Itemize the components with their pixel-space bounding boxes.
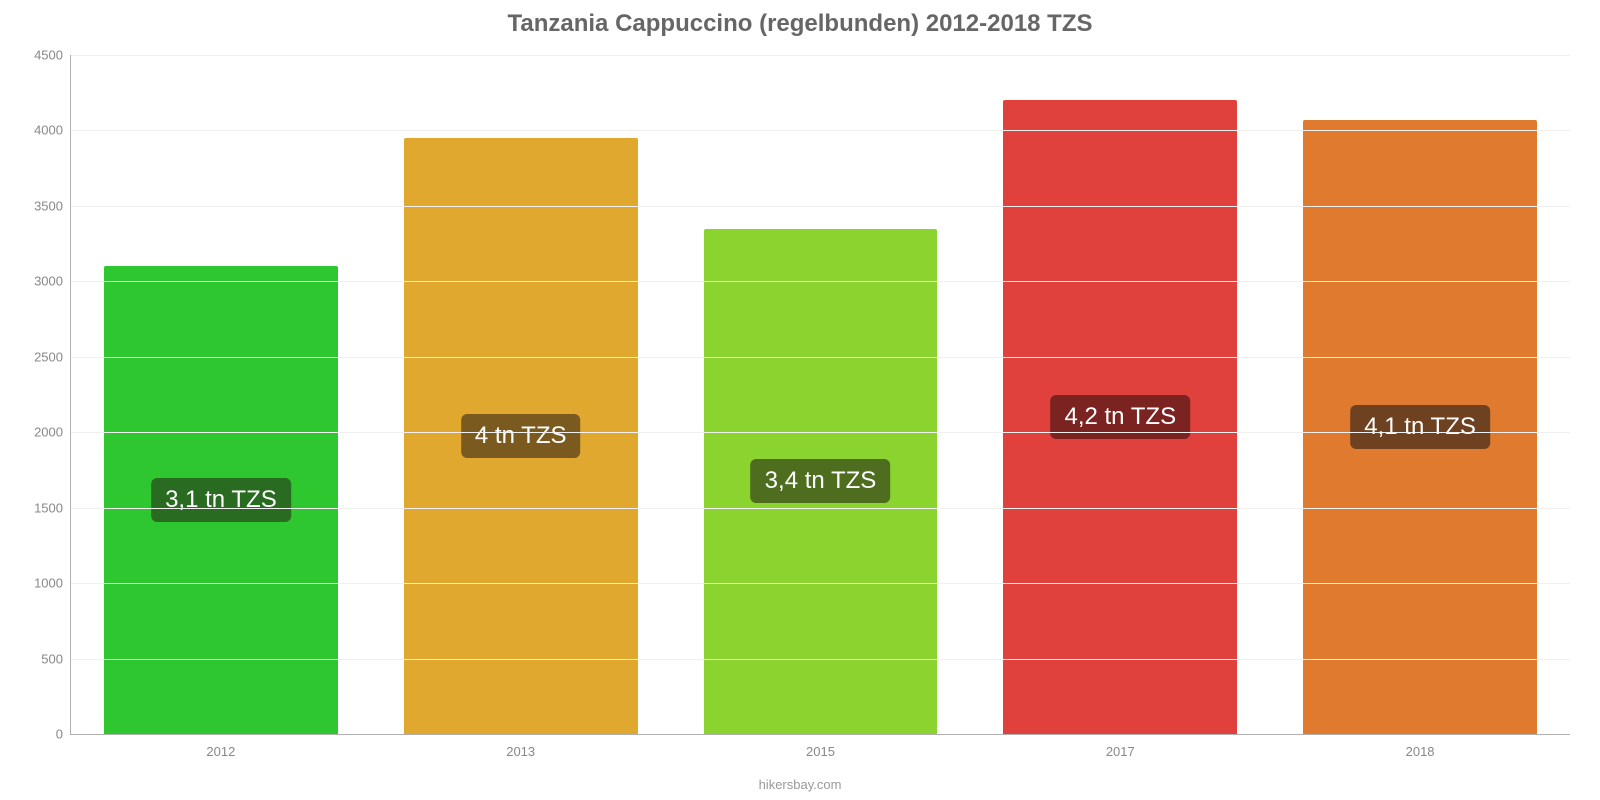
bar-value-label: 3,1 tn TZS <box>151 478 291 522</box>
bar-value-label: 4 tn TZS <box>461 414 581 458</box>
bar-slot: 4 tn TZS2013 <box>371 55 671 734</box>
grid-line <box>71 281 1570 282</box>
y-tick-label: 2000 <box>34 425 71 440</box>
grid-line <box>71 357 1570 358</box>
bar-slot: 3,4 tn TZS2015 <box>671 55 971 734</box>
chart-title: Tanzania Cappuccino (regelbunden) 2012-2… <box>0 10 1600 38</box>
bar-slot: 3,1 tn TZS2012 <box>71 55 371 734</box>
x-tick-label: 2012 <box>206 734 235 759</box>
y-tick-label: 500 <box>41 651 71 666</box>
grid-line <box>71 583 1570 584</box>
grid-line <box>71 206 1570 207</box>
bar-value-label: 3,4 tn TZS <box>751 459 891 503</box>
x-tick-label: 2017 <box>1106 734 1135 759</box>
y-tick-label: 3000 <box>34 274 71 289</box>
grid-line <box>71 432 1570 433</box>
chart-footer: hikersbay.com <box>0 777 1600 792</box>
bar: 4 tn TZS <box>404 138 638 734</box>
x-tick-label: 2013 <box>506 734 535 759</box>
grid-line <box>71 55 1570 56</box>
grid-line <box>71 508 1570 509</box>
chart-container: Tanzania Cappuccino (regelbunden) 2012-2… <box>0 0 1600 800</box>
bar: 3,1 tn TZS <box>104 266 338 734</box>
grid-line <box>71 130 1570 131</box>
grid-line <box>71 659 1570 660</box>
y-tick-label: 0 <box>56 727 71 742</box>
y-tick-label: 4500 <box>34 48 71 63</box>
y-tick-label: 1000 <box>34 576 71 591</box>
y-tick-label: 1500 <box>34 500 71 515</box>
y-tick-label: 3500 <box>34 198 71 213</box>
y-tick-label: 4000 <box>34 123 71 138</box>
x-tick-label: 2015 <box>806 734 835 759</box>
bars-row: 3,1 tn TZS20124 tn TZS20133,4 tn TZS2015… <box>71 55 1570 734</box>
bar-value-label: 4,1 tn TZS <box>1350 405 1490 449</box>
bar: 4,1 tn TZS <box>1303 120 1537 734</box>
bar: 4,2 tn TZS <box>1003 100 1237 734</box>
y-tick-label: 2500 <box>34 349 71 364</box>
x-tick-label: 2018 <box>1406 734 1435 759</box>
bar-slot: 4,1 tn TZS2018 <box>1270 55 1570 734</box>
bar-slot: 4,2 tn TZS2017 <box>970 55 1270 734</box>
plot-area: 3,1 tn TZS20124 tn TZS20133,4 tn TZS2015… <box>70 55 1570 735</box>
